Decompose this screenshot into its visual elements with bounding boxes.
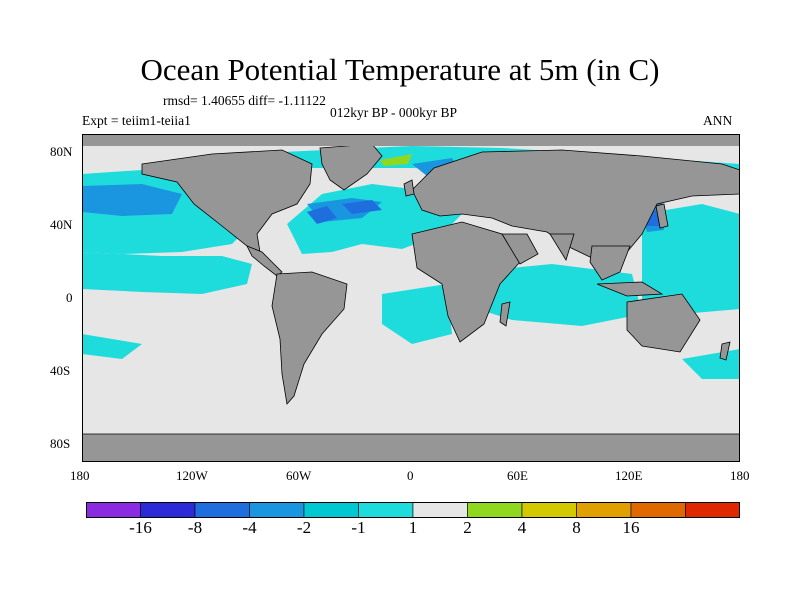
india	[549, 233, 575, 261]
color-bar-label-0: -16	[129, 518, 152, 537]
south-america	[271, 271, 348, 405]
uk	[403, 179, 415, 197]
color-bar-swatch-11	[685, 502, 740, 518]
gulf-stream-blue	[307, 206, 337, 224]
color-bar-label-5: 1	[408, 518, 418, 537]
new-zealand	[719, 341, 731, 361]
color-bar-label-3: -2	[296, 518, 312, 537]
southeast-asia	[589, 245, 631, 281]
lon-label-180w: 180	[70, 468, 90, 483]
color-bar-label-2: -4	[242, 518, 257, 537]
greenland-sea-green	[380, 154, 412, 166]
south-atlantic-band	[382, 284, 452, 344]
tropical-pacific-band	[82, 252, 252, 294]
lon-label-120w: 120W	[176, 468, 208, 483]
north-america	[141, 149, 313, 253]
mid-blue-anomaly-regions	[307, 200, 660, 226]
west-pacific-band	[642, 204, 740, 314]
color-bar-label-4: -1	[351, 518, 366, 537]
map-border	[82, 134, 740, 462]
lon-label-0: 0	[407, 468, 414, 483]
color-bar	[86, 502, 740, 518]
indonesia	[596, 281, 664, 297]
color-bar-swatch-4	[303, 502, 359, 518]
madagascar	[499, 301, 511, 327]
japan	[655, 203, 669, 229]
lon-label-120e: 120E	[615, 468, 643, 483]
south-pacific-band	[82, 334, 142, 359]
lat-label-40s: 40S	[50, 363, 71, 378]
color-bar-swatch-10	[630, 502, 686, 518]
color-bar-swatch-7	[467, 502, 523, 518]
arctic-gray-strip	[82, 134, 740, 146]
lon-label-60e: 60E	[507, 468, 528, 483]
lat-label-80s: 80S	[50, 436, 71, 451]
arabia	[501, 233, 539, 265]
lat-label-40n: 40N	[50, 217, 73, 232]
map-title: Ocean Potential Temperature at 5m (in C)	[140, 52, 660, 87]
land-masses	[82, 143, 740, 462]
map-plot	[82, 134, 740, 462]
color-bar-label-7: 4	[517, 518, 527, 537]
north-pacific-blue	[82, 184, 182, 216]
color-bar-label-1: -8	[187, 518, 203, 537]
color-bar-swatch-0	[86, 502, 141, 518]
lon-label-60w: 60W	[286, 468, 312, 483]
africa	[411, 221, 521, 343]
color-bar-swatch-2	[194, 502, 250, 518]
lat-label-80n: 80N	[50, 144, 73, 159]
color-bar-swatch-6	[412, 502, 468, 518]
color-bar-swatch-9	[576, 502, 632, 518]
north-atlantic-blue-core	[342, 200, 382, 214]
color-bar-label-6: 2	[463, 518, 472, 537]
color-bar-swatch-3	[249, 502, 305, 518]
color-bar-swatch-1	[140, 502, 196, 518]
australia	[626, 293, 701, 353]
color-bar-label-8: 8	[572, 518, 581, 537]
color-bar-swatch-8	[521, 502, 577, 518]
experiment-label: Expt = teiim1-teiia1	[82, 113, 191, 128]
color-bar-swatch-5	[358, 502, 414, 518]
antarctica	[82, 433, 740, 462]
color-bar-label-9: 16	[622, 518, 640, 537]
season-label: ANN	[703, 113, 733, 128]
rmsd-diff-stat: rmsd= 1.40655 diff= -1.11122	[163, 93, 326, 108]
lat-label-0: 0	[66, 290, 73, 305]
period-label: 012kyr BP - 000kyr BP	[330, 105, 458, 120]
eurasia	[411, 149, 740, 259]
lon-label-180e: 180	[730, 468, 750, 483]
